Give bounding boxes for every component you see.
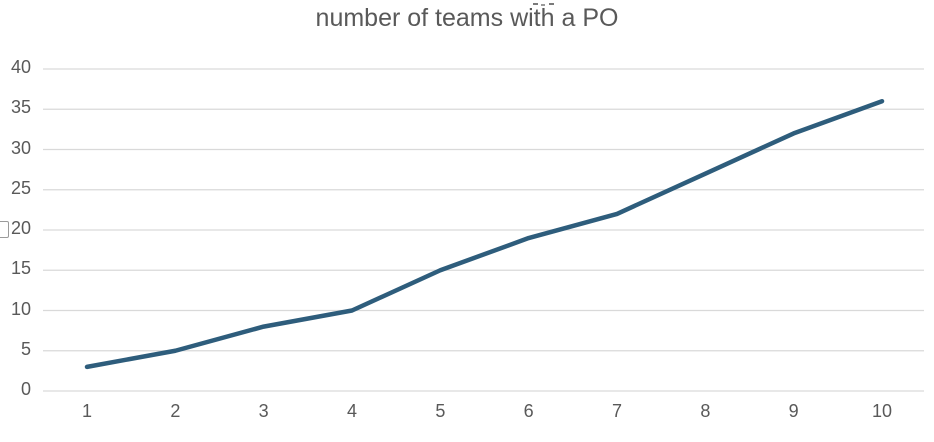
artifact-dot (541, 4, 545, 6)
x-tick-label: 9 (788, 401, 799, 421)
chart-title: number of teams with a PO (315, 4, 619, 32)
y-tick-label: 10 (10, 298, 31, 319)
y-tick-label: 20 (10, 218, 31, 238)
x-tick-label: 2 (170, 401, 181, 421)
x-tick-label: 7 (611, 401, 622, 421)
y-tick-label: 0 (20, 379, 31, 399)
x-tick-label: 10 (871, 401, 893, 421)
x-tick-label: 8 (700, 401, 711, 421)
x-tick-label: 6 (523, 401, 534, 421)
y-tick-label: 5 (20, 338, 31, 359)
y-tick-label: 40 (10, 57, 31, 77)
artifact-dot (533, 3, 538, 5)
y-tick-label: 30 (10, 137, 31, 158)
x-tick-label: 1 (81, 401, 92, 421)
y-axis-labels: 0 5 10 15 20 25 30 35 40 (0, 0, 31, 442)
x-tick-label: 3 (258, 401, 269, 421)
y-tick-label: 15 (10, 258, 31, 279)
x-axis-labels: 1 2 3 4 5 6 7 8 9 10 (0, 400, 934, 424)
data-line (84, 98, 885, 370)
y-tick-label: 25 (10, 177, 31, 198)
x-tick-label: 5 (435, 401, 446, 421)
artifact-dot (549, 3, 554, 5)
clipped-ui-handle (0, 221, 9, 238)
y-tick-label: 35 (10, 97, 31, 118)
x-tick-label: 4 (346, 401, 357, 421)
